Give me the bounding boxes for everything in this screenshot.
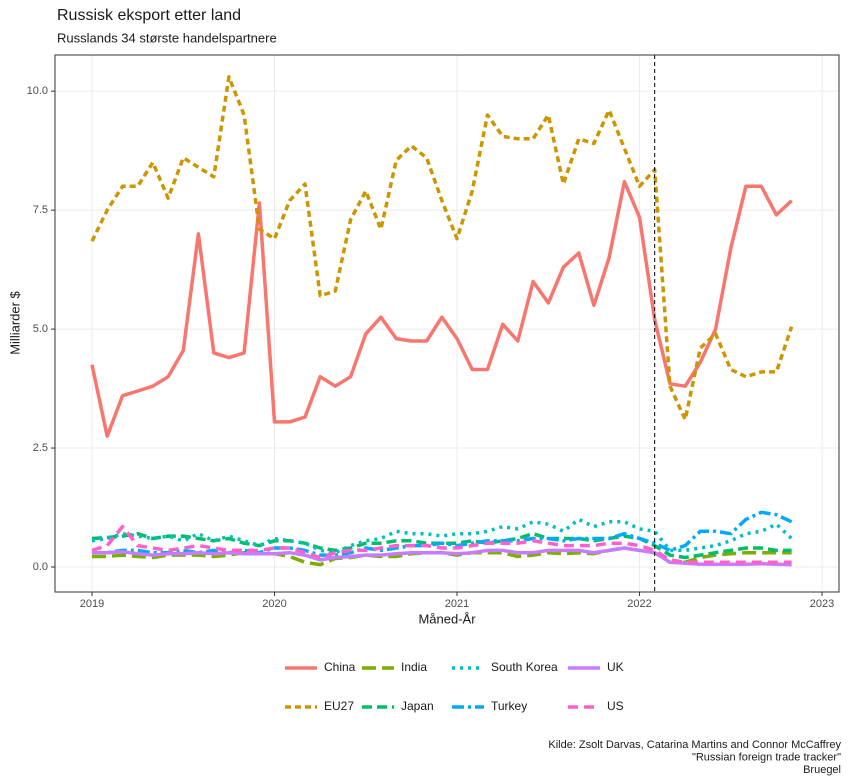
x-tick-label: 2020 [262, 598, 286, 610]
series-line [92, 510, 793, 557]
series-line [90, 75, 794, 422]
series-line [90, 179, 793, 438]
x-tick-label: 2019 [80, 598, 104, 610]
x-tick-label: 2023 [810, 598, 834, 610]
x-tick-label: 2021 [445, 598, 469, 610]
y-tick-label: 7.5 [33, 204, 48, 216]
x-tick-label: 2022 [627, 598, 651, 610]
legend-label: China [324, 660, 356, 674]
legend-label: India [401, 660, 427, 674]
caption: Kilde: Zsolt Darvas, Catarina Martins an… [548, 739, 841, 751]
series-line [91, 524, 792, 565]
series-line [91, 517, 793, 555]
plot-border [54, 54, 840, 593]
legend-label: Turkey [491, 699, 527, 713]
caption: Bruegel [803, 764, 841, 776]
chart-title: Russisk eksport etter land [57, 7, 241, 24]
legend-label: UK [607, 660, 624, 674]
legend-label: Japan [401, 699, 434, 713]
series-line [92, 546, 792, 567]
legend-label: South Korea [491, 660, 558, 674]
legend-label: EU27 [324, 699, 354, 713]
y-tick-label: 10.0 [27, 85, 48, 97]
chart-subtitle: Russlands 34 største handelspartnere [57, 30, 277, 45]
y-tick-label: 5.0 [33, 323, 48, 335]
y-tick-label: 2.5 [33, 442, 48, 454]
x-axis-label: Måned-År [418, 611, 476, 626]
y-axis-label: Milliarder $ [7, 290, 22, 354]
y-tick-label: 0.0 [33, 561, 48, 573]
caption: "Russian foreign trade tracker" [692, 751, 841, 763]
legend-label: US [607, 699, 624, 713]
